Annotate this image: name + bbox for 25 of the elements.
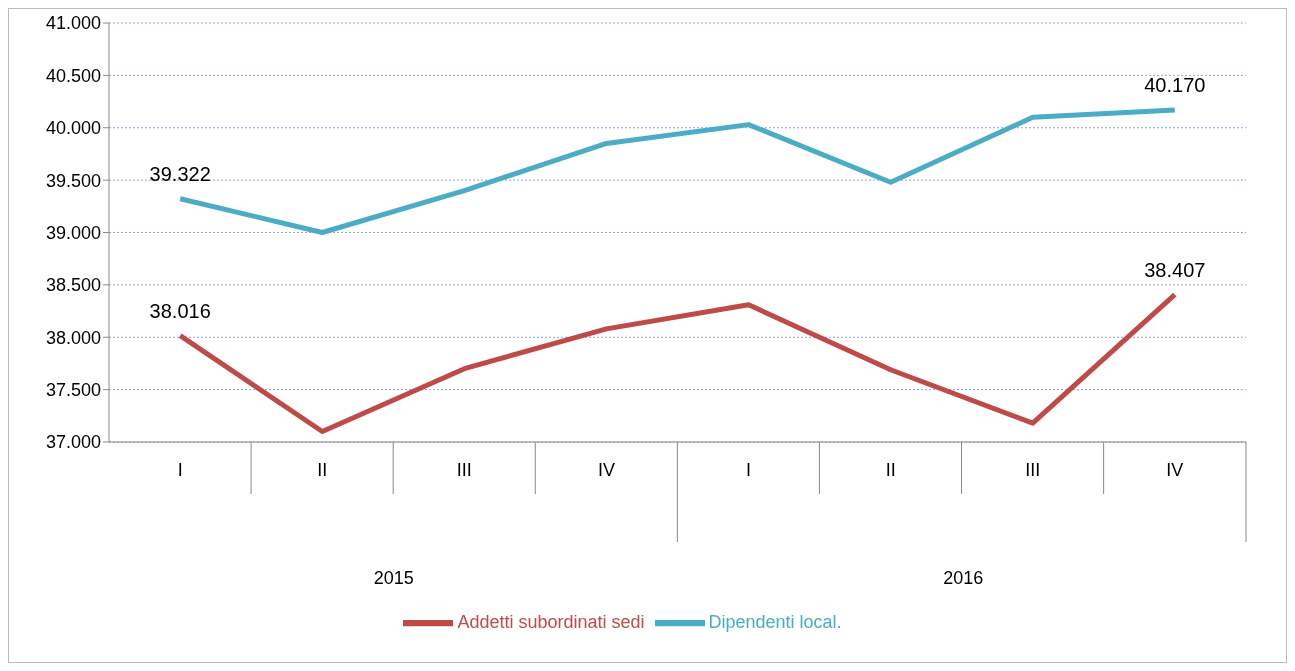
y-tick-label: 38.000 <box>45 327 101 348</box>
legend-label: Addetti subordinati sedi <box>457 611 645 632</box>
x-tick-label: IV <box>597 460 615 480</box>
x-tick-label: III <box>1025 460 1041 480</box>
x-tick-label: I <box>746 460 752 480</box>
x-tick-label: II <box>885 460 896 480</box>
y-tick-label: 38.500 <box>45 275 101 296</box>
data-label: 39.322 <box>149 162 211 185</box>
x-tick-label: III <box>456 460 472 480</box>
y-tick-label: 41.000 <box>45 13 101 34</box>
data-label: 38.407 <box>1144 258 1206 281</box>
y-tick-label: 37.000 <box>45 432 101 453</box>
y-tick-label: 39.000 <box>45 222 101 243</box>
data-label: 40.170 <box>1144 73 1206 96</box>
text: 2016 <box>942 568 985 589</box>
y-tick-label: 40.500 <box>45 65 101 86</box>
y-tick-label: 40.000 <box>45 118 101 139</box>
data-label: 38.016 <box>149 299 211 322</box>
y-tick-label: 39.500 <box>45 170 101 191</box>
y-tick-label: 37.500 <box>45 380 101 401</box>
x-tick-label: I <box>177 460 183 480</box>
text: 2015 <box>372 568 415 589</box>
x-tick-label: II <box>317 460 328 480</box>
legend-label: Dipendenti local. <box>708 611 842 632</box>
x-tick-label: IV <box>1166 460 1184 480</box>
